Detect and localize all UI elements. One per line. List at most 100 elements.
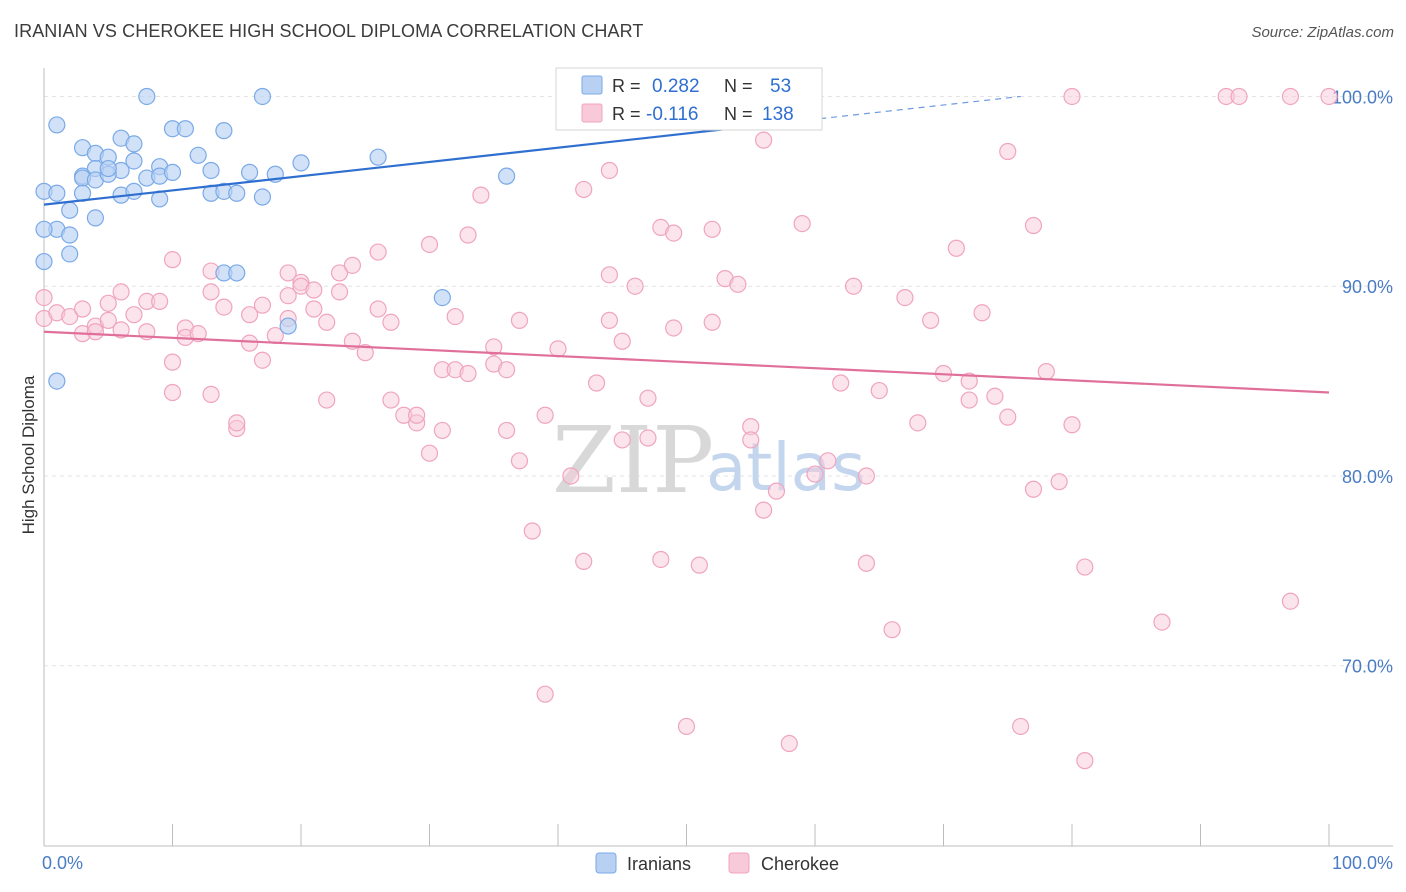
cherokee-point-127 — [1063, 416, 1081, 434]
cherokee-point-84 — [639, 429, 657, 447]
x-tick-marks — [43, 824, 1330, 846]
cherokee-point-29 — [241, 334, 259, 352]
cherokee-point-35 — [279, 287, 297, 305]
x-tick-label-min: 0.0% — [42, 853, 83, 873]
cherokee-point-79 — [600, 311, 619, 329]
cherokee-point-61 — [459, 226, 477, 244]
cherokee-point-134 — [1281, 592, 1300, 610]
cherokee-points — [35, 87, 1338, 770]
cherokee-point-54 — [420, 444, 439, 462]
cherokee-point-3 — [61, 307, 79, 326]
stats-swatch-iranians — [581, 75, 603, 95]
cherokee-point-18 — [163, 383, 182, 402]
cherokee-point-40 — [318, 391, 336, 409]
cherokee-point-133 — [1281, 87, 1300, 106]
cherokee-point-70 — [536, 406, 554, 424]
legend-label-iranians: Iranians — [627, 854, 691, 874]
cherokee-point-126 — [1063, 87, 1081, 106]
cherokee-point-102 — [806, 465, 824, 483]
cherokee-point-117 — [973, 304, 991, 322]
cherokee-point-75 — [575, 552, 593, 570]
cherokee-point-74 — [575, 180, 593, 199]
cherokee-point-69 — [523, 522, 541, 540]
iranians-point-41 — [61, 226, 79, 244]
cherokee-point-108 — [870, 381, 888, 400]
cherokee-point-23 — [202, 283, 220, 301]
cherokee-point-89 — [677, 717, 696, 736]
cherokee-point-25 — [215, 298, 233, 316]
iranians-point-5 — [176, 120, 194, 138]
iranians-point-13 — [369, 148, 387, 166]
cherokee-point-107 — [857, 554, 876, 572]
cherokee-point-120 — [999, 142, 1017, 161]
stats-swatch-cherokee — [581, 103, 603, 123]
stats-r-value-cherokee: -0.116 — [646, 104, 698, 125]
cherokee-point-43 — [330, 264, 349, 282]
cherokee-point-132 — [1230, 87, 1248, 106]
cherokee-point-8 — [99, 311, 117, 329]
cherokee-point-21 — [189, 325, 207, 343]
cherokee-point-4 — [73, 300, 92, 318]
y-tick-label-2: 80.0% — [1342, 467, 1393, 487]
y-tick-label-0: 100.0% — [1332, 87, 1393, 107]
cherokee-point-15 — [151, 292, 169, 310]
y-axis-label: High School Diploma — [19, 375, 38, 534]
cherokee-point-44 — [343, 256, 361, 274]
iranians-point-47 — [279, 317, 297, 335]
cherokee-point-49 — [382, 313, 400, 331]
stats-r-value-iranians: 0.282 — [652, 76, 700, 97]
cherokee-point-68 — [510, 452, 529, 470]
cherokee-point-116 — [960, 372, 978, 390]
iranians-point-12 — [189, 146, 207, 164]
iranians-point-46 — [433, 289, 451, 307]
cherokee-point-94 — [729, 275, 747, 293]
cherokee-point-50 — [382, 391, 400, 409]
iranians-points — [35, 87, 721, 390]
cherokee-point-110 — [896, 289, 914, 307]
cherokee-point-123 — [1024, 480, 1043, 498]
cherokee-point-39 — [305, 300, 323, 318]
stats-r-label-cherokee: R = — [612, 104, 641, 124]
iranians-point-49 — [241, 163, 259, 181]
cherokee-point-115 — [960, 391, 978, 409]
iranians-point-42 — [61, 245, 79, 263]
iranians-point-38 — [86, 209, 105, 227]
cherokee-point-91 — [703, 220, 721, 238]
iranians-point-26 — [498, 167, 516, 185]
cherokee-point-105 — [844, 277, 863, 295]
cherokee-point-77 — [600, 161, 619, 180]
iranians-point-24 — [202, 161, 220, 180]
stats-r-label-iranians: R = — [612, 76, 641, 96]
cherokee-point-81 — [613, 431, 631, 449]
cherokee-point-9 — [99, 294, 117, 312]
cherokee-point-96 — [742, 431, 760, 449]
cherokee-point-12 — [125, 306, 143, 324]
iranians-point-14 — [292, 154, 310, 172]
iranians-point-45 — [228, 264, 246, 282]
cherokee-point-97 — [754, 131, 773, 149]
x-tick-label-max: 100.0% — [1332, 853, 1393, 873]
cherokee-point-106 — [857, 467, 876, 485]
cherokee-point-80 — [613, 332, 631, 350]
cherokee-point-100 — [780, 734, 798, 753]
iranians-point-3 — [48, 116, 66, 134]
iranians-point-1 — [253, 87, 272, 106]
source-label: Source: ZipAtlas.com — [1251, 24, 1394, 41]
iranians-trend-extension — [776, 95, 1021, 125]
legend: Iranians Cherokee — [595, 852, 839, 874]
stats-box: R = 0.282 N = 53 R = -0.116 N = 138 — [555, 67, 823, 131]
stats-n-label-iranians: N = — [724, 76, 753, 96]
cherokee-point-59 — [446, 307, 464, 326]
iranians-point-28 — [48, 184, 66, 202]
trend-lines — [43, 95, 1330, 394]
y-tick-labels: 100.0% 90.0% 80.0% 70.0% — [1332, 87, 1393, 676]
cherokee-point-7 — [86, 323, 105, 341]
cherokee-point-66 — [498, 421, 516, 440]
cherokee-point-118 — [986, 387, 1004, 405]
cherokee-point-65 — [498, 361, 516, 379]
cherokee-point-67 — [510, 311, 529, 329]
iranians-point-51 — [125, 152, 143, 170]
cherokee-point-87 — [665, 224, 683, 242]
cherokee-point-82 — [626, 277, 644, 295]
